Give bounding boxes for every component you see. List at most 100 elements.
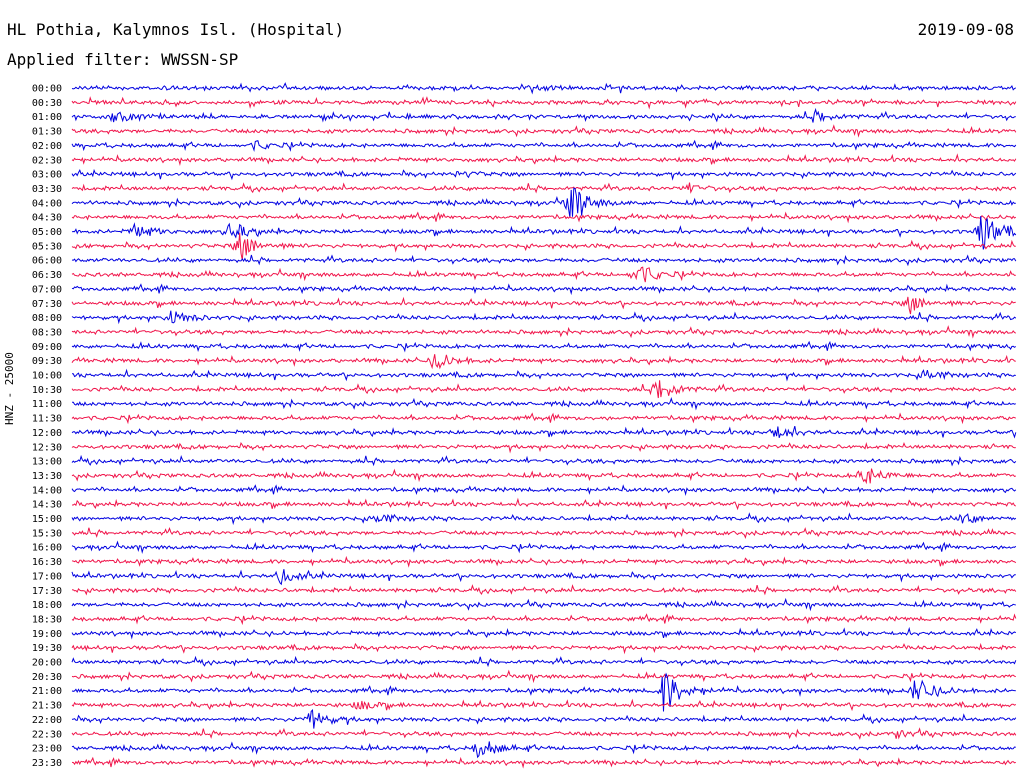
time-tick-label: 13:00 bbox=[32, 457, 62, 468]
trace-row bbox=[71, 613, 1017, 626]
trace-row bbox=[71, 454, 1017, 467]
time-tick-label: 09:00 bbox=[32, 342, 62, 353]
time-tick-label: 04:00 bbox=[32, 198, 62, 209]
trace-row bbox=[71, 655, 1017, 668]
time-tick-label: 20:00 bbox=[32, 658, 62, 669]
trace-row bbox=[71, 153, 1017, 166]
time-tick-label: 00:00 bbox=[32, 84, 62, 95]
trace-row bbox=[71, 266, 1016, 283]
time-tick-label: 16:00 bbox=[32, 543, 62, 554]
trace-row bbox=[71, 672, 1016, 712]
time-tick-label: 08:30 bbox=[32, 327, 62, 338]
time-tick-label: 08:00 bbox=[32, 313, 62, 324]
time-tick-label: 18:30 bbox=[32, 614, 62, 625]
time-tick-label: 22:00 bbox=[32, 715, 62, 726]
trace-row bbox=[71, 211, 1017, 224]
trace-row bbox=[71, 698, 1017, 712]
filter-info: Applied filter: WWSSN-SP bbox=[7, 50, 238, 69]
time-tick-label: 00:30 bbox=[32, 98, 62, 109]
trace-row bbox=[71, 354, 1016, 370]
time-tick-label: 01:30 bbox=[32, 127, 62, 138]
time-tick-label: 22:30 bbox=[32, 729, 62, 740]
trace-row bbox=[71, 468, 1016, 485]
trace-row bbox=[71, 310, 1017, 325]
trace-row bbox=[71, 254, 1017, 267]
time-tick-label: 21:30 bbox=[32, 701, 62, 712]
time-tick-label: 02:00 bbox=[32, 141, 62, 152]
time-tick-label: 14:30 bbox=[32, 500, 62, 511]
trace-row bbox=[71, 540, 1017, 554]
trace-row bbox=[71, 512, 1017, 526]
trace-row bbox=[71, 642, 1016, 655]
time-tick-label: 12:30 bbox=[32, 442, 62, 453]
time-tick-label: 10:30 bbox=[32, 385, 62, 396]
time-tick-label: 16:30 bbox=[32, 557, 62, 568]
trace-row bbox=[71, 187, 1016, 218]
trace-row bbox=[72, 497, 1017, 511]
trace-row bbox=[71, 380, 1017, 399]
trace-row bbox=[71, 216, 1017, 250]
trace-row bbox=[71, 82, 1017, 95]
time-tick-label: 05:30 bbox=[32, 241, 62, 252]
trace-row bbox=[71, 107, 1016, 123]
time-tick-label: 03:30 bbox=[32, 184, 62, 195]
time-tick-label: 03:00 bbox=[32, 170, 62, 181]
trace-row bbox=[71, 526, 1016, 540]
time-tick-label: 11:30 bbox=[32, 414, 62, 425]
time-tick-label: 15:00 bbox=[32, 514, 62, 525]
time-tick-label: 02:30 bbox=[32, 155, 62, 166]
trace-row bbox=[71, 124, 1017, 138]
time-tick-label: 06:00 bbox=[32, 256, 62, 267]
time-tick-label: 05:00 bbox=[32, 227, 62, 238]
time-tick-label: 13:30 bbox=[32, 471, 62, 482]
trace-row bbox=[71, 441, 1016, 454]
filter-name: WWSSN-SP bbox=[161, 50, 239, 69]
time-tick-label: 12:00 bbox=[32, 428, 62, 439]
trace-row bbox=[71, 555, 1017, 568]
time-tick-label: 19:00 bbox=[32, 629, 62, 640]
time-tick-label: 07:30 bbox=[32, 299, 62, 310]
time-tick-label: 09:30 bbox=[32, 356, 62, 367]
time-tick-label: 10:00 bbox=[32, 371, 62, 382]
trace-row bbox=[71, 569, 1016, 586]
time-tick-label: 07:00 bbox=[32, 284, 62, 295]
date-label: 2019-09-08 bbox=[917, 20, 1014, 39]
trace-row bbox=[71, 584, 1017, 596]
trace-row bbox=[72, 396, 1016, 411]
time-tick-label: 01:00 bbox=[32, 112, 62, 123]
time-tick-label: 19:30 bbox=[32, 643, 62, 654]
time-tick-label: 20:30 bbox=[32, 672, 62, 683]
time-tick-label: 04:30 bbox=[32, 213, 62, 224]
channel-label: HNZ - 25000 bbox=[3, 352, 16, 425]
trace-row bbox=[71, 168, 1017, 181]
time-tick-label: 21:00 bbox=[32, 686, 62, 697]
trace-row bbox=[71, 484, 1017, 496]
time-tick-label: 06:30 bbox=[32, 270, 62, 281]
time-tick-label: 11:00 bbox=[32, 399, 62, 410]
trace-row bbox=[71, 597, 1016, 612]
trace-row bbox=[71, 182, 1017, 194]
trace-row bbox=[71, 139, 1017, 152]
filter-label: Applied filter: bbox=[7, 50, 152, 69]
trace-row bbox=[71, 412, 1017, 425]
trace-row bbox=[71, 325, 1017, 339]
trace-row bbox=[71, 232, 1016, 261]
time-tick-label: 17:30 bbox=[32, 586, 62, 597]
trace-row bbox=[71, 96, 1017, 110]
trace-row bbox=[71, 340, 1017, 353]
trace-row bbox=[71, 669, 1016, 684]
time-tick-label: 23:30 bbox=[32, 758, 62, 769]
trace-row bbox=[71, 296, 1016, 315]
time-tick-label: 14:00 bbox=[32, 485, 62, 496]
trace-row bbox=[71, 283, 1017, 296]
time-tick-label: 15:30 bbox=[32, 528, 62, 539]
time-tick-label: 23:00 bbox=[32, 744, 62, 755]
trace-row bbox=[72, 368, 1016, 382]
time-tick-label: 17:00 bbox=[32, 571, 62, 582]
trace-row bbox=[71, 425, 1017, 439]
station-title: HL Pothia, Kalymnos Isl. (Hospital) bbox=[7, 20, 345, 39]
trace-row bbox=[71, 741, 1016, 759]
trace-row bbox=[71, 708, 1017, 729]
time-tick-label: 18:00 bbox=[32, 600, 62, 611]
